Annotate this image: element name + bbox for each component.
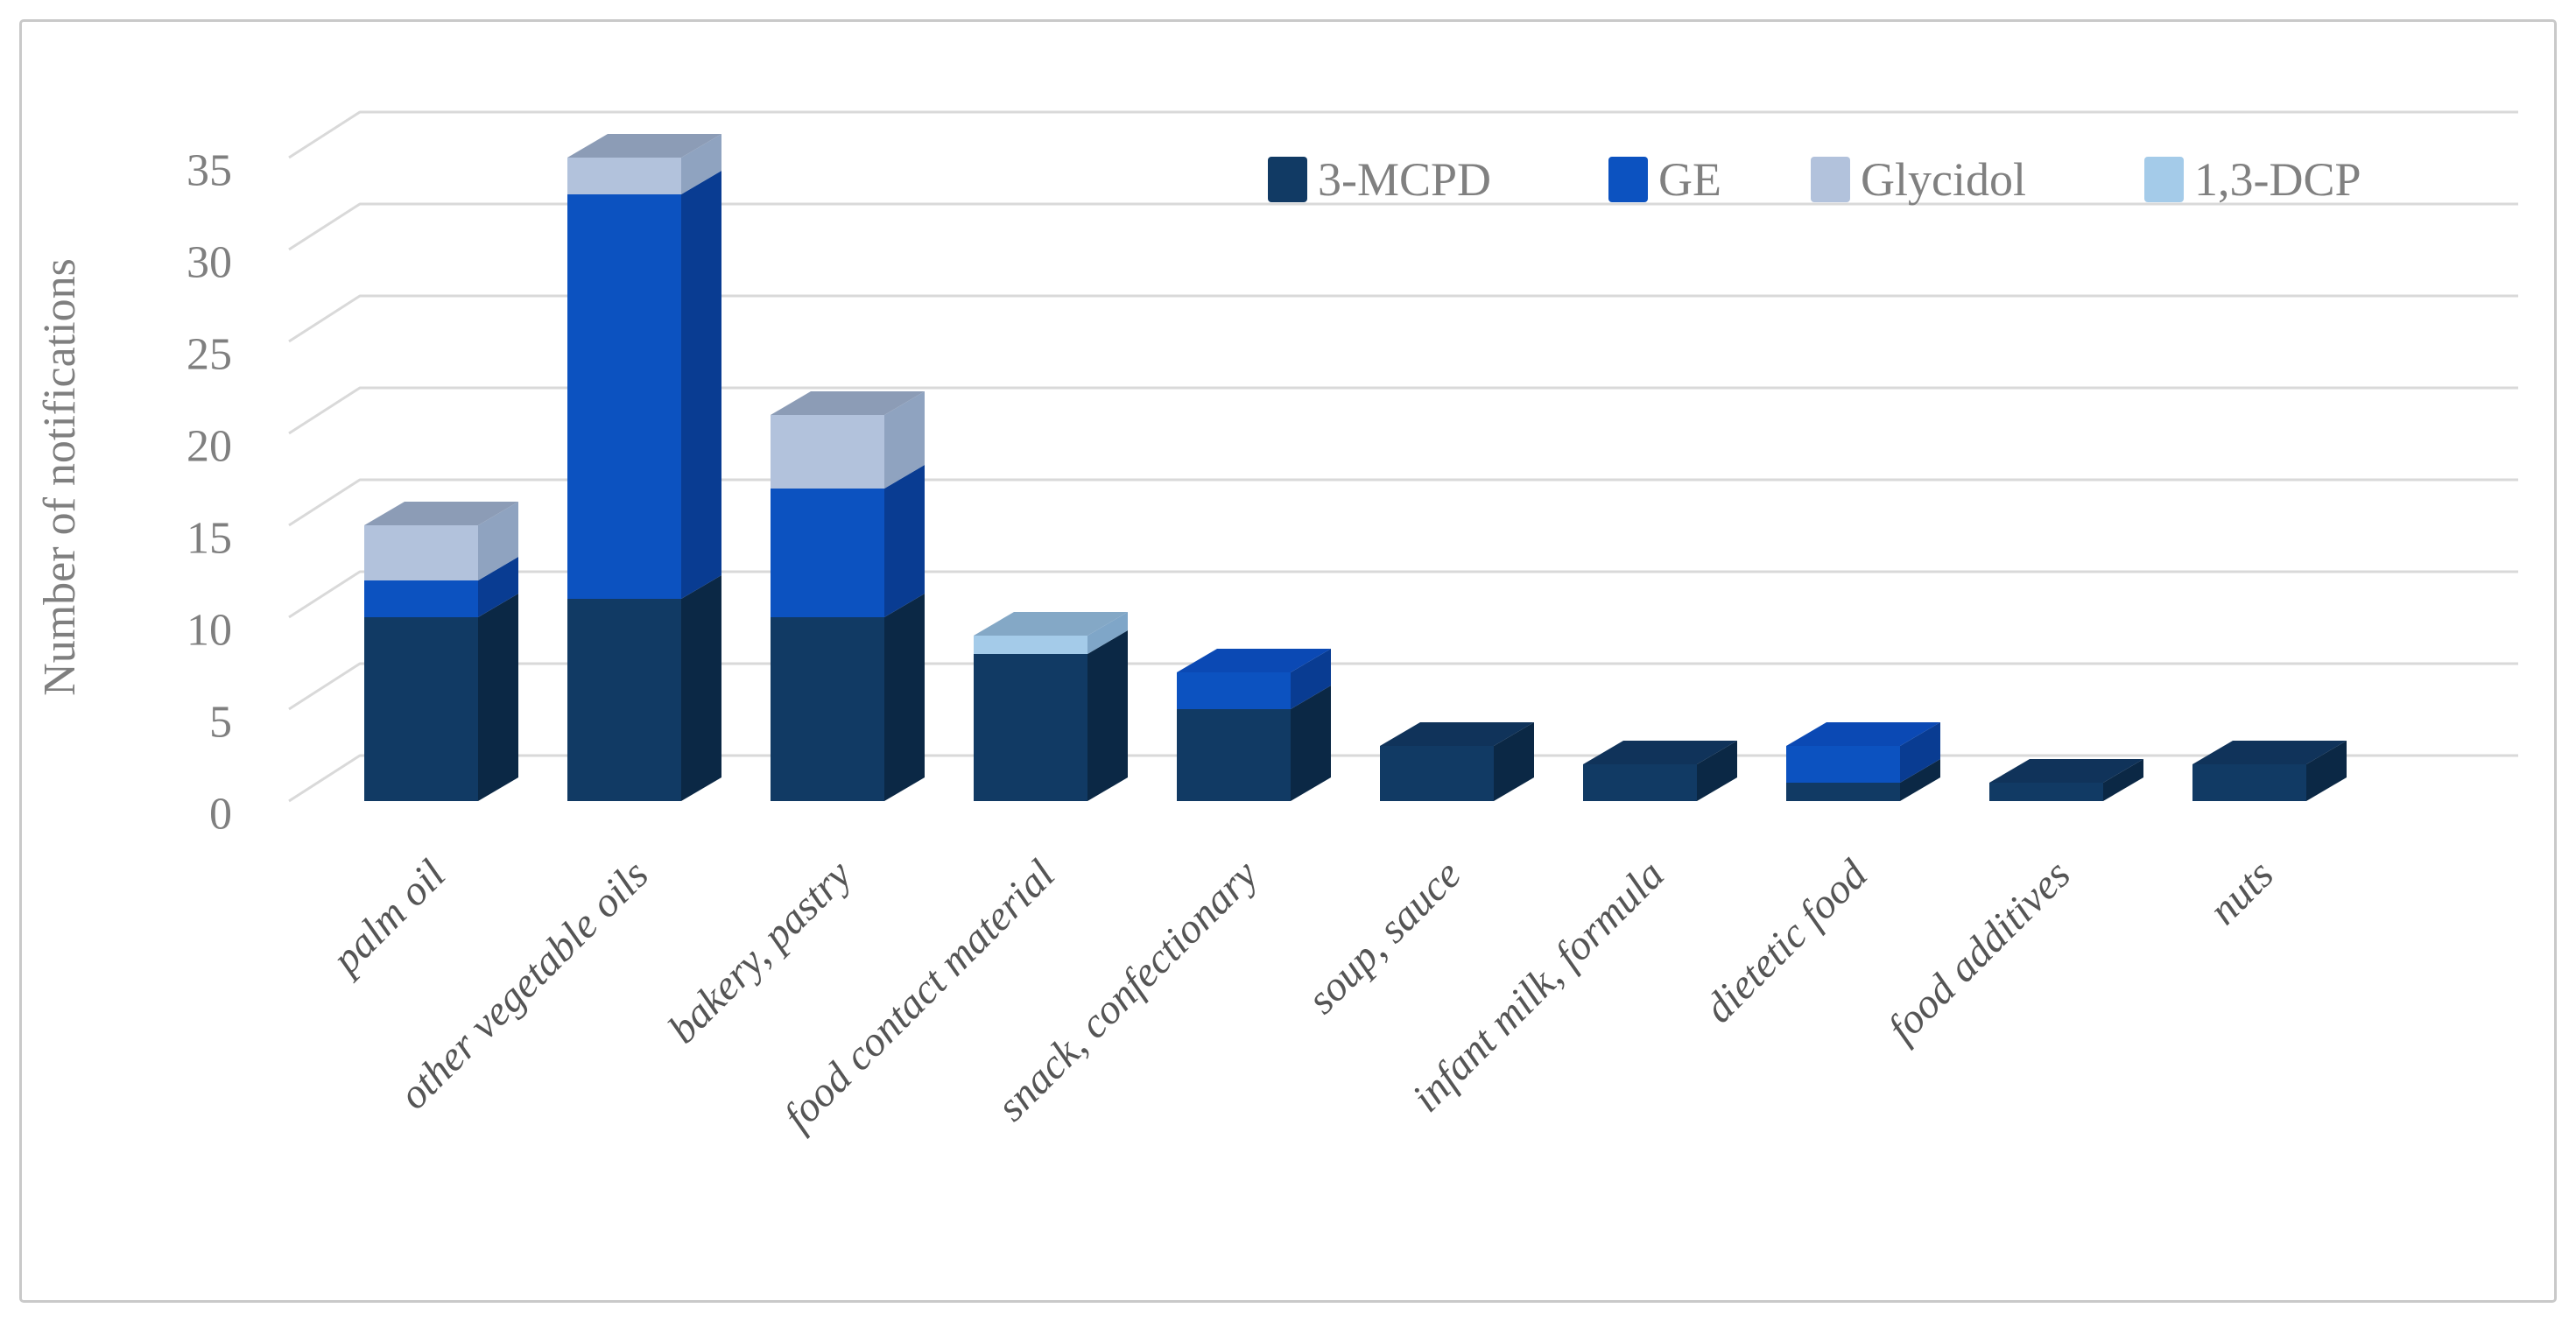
segment-side-3-mcpd bbox=[1291, 686, 1331, 801]
segment-front-3-mcpd bbox=[567, 599, 681, 801]
segment-top-3-mcpd bbox=[1583, 741, 1737, 764]
bar-food-contact-material bbox=[974, 612, 1128, 801]
bar-palm-oil bbox=[364, 502, 518, 801]
legend-swatch-ge bbox=[1608, 157, 1648, 202]
bar-food-additives bbox=[1989, 759, 2143, 801]
segment-front-ge bbox=[1786, 746, 1900, 783]
bar-nuts bbox=[2192, 741, 2347, 801]
category-label-dietetic-food: dietetic food bbox=[1696, 851, 1877, 1032]
segment-side-3-mcpd bbox=[2306, 741, 2347, 801]
segment-side-glycidol bbox=[884, 391, 925, 489]
segment-side-ge bbox=[1291, 649, 1331, 709]
legend-label-glycidol: Glycidol bbox=[1861, 153, 2026, 206]
legend-swatch-3-mcpd bbox=[1268, 157, 1307, 202]
segment-side-3-mcpd bbox=[1697, 741, 1737, 801]
category-label-food-additives: food additives bbox=[1879, 851, 2080, 1051]
legend-item-ge: GE bbox=[1608, 153, 1721, 206]
segment-side-3-mcpd bbox=[478, 594, 518, 801]
segment-top-3-mcpd bbox=[1989, 759, 2143, 783]
bar-other-vegetable-oils bbox=[567, 134, 721, 801]
segment-side-3-mcpd bbox=[884, 594, 925, 801]
gridline bbox=[288, 570, 2518, 619]
bar-infant-milk-formula bbox=[1583, 741, 1737, 801]
segment-side-1-3-dcp bbox=[1087, 612, 1128, 654]
segment-front-ge bbox=[567, 194, 681, 599]
segment-top-ge bbox=[1177, 649, 1331, 672]
segment-side-ge bbox=[884, 465, 925, 617]
legend-swatch-1-3-dcp bbox=[2144, 157, 2184, 202]
y-tick-label: 30 bbox=[187, 238, 232, 288]
gridline bbox=[288, 386, 2518, 435]
segment-side-3-mcpd bbox=[2103, 759, 2143, 801]
segment-front-glycidol bbox=[771, 415, 884, 489]
segment-side-3-mcpd bbox=[1494, 722, 1534, 801]
legend-label-ge: GE bbox=[1658, 153, 1721, 206]
segment-top-3-mcpd bbox=[1380, 722, 1534, 746]
segment-side-glycidol bbox=[478, 502, 518, 580]
legend-label-3-mcpd: 3-MCPD bbox=[1318, 153, 1491, 206]
gridline bbox=[288, 202, 2518, 251]
legend-item-glycidol: Glycidol bbox=[1811, 153, 2026, 206]
y-axis-tick-labels: 0 5 10 15 20 25 30 35 bbox=[187, 146, 232, 840]
segment-front-ge bbox=[364, 580, 478, 617]
y-tick-label: 15 bbox=[187, 514, 232, 564]
segment-side-3-mcpd bbox=[1900, 759, 1940, 801]
segment-side-ge bbox=[681, 171, 721, 599]
segment-top-glycidol bbox=[567, 134, 721, 158]
segment-side-ge bbox=[478, 557, 518, 617]
legend-item-3-mcpd: 3-MCPD bbox=[1268, 153, 1491, 206]
segment-front-3-mcpd bbox=[1583, 764, 1697, 801]
bar-snack-confectionary bbox=[1177, 649, 1331, 801]
segment-front-1-3-dcp bbox=[974, 636, 1087, 654]
y-tick-label: 10 bbox=[187, 606, 232, 656]
segment-front-3-mcpd bbox=[1177, 709, 1291, 801]
segment-front-glycidol bbox=[567, 158, 681, 194]
segment-front-3-mcpd bbox=[1786, 783, 1900, 801]
segment-side-3-mcpd bbox=[1087, 630, 1128, 801]
y-tick-label: 25 bbox=[187, 330, 232, 380]
gridline bbox=[288, 662, 2518, 711]
y-tick-label: 20 bbox=[187, 422, 232, 472]
segment-front-3-mcpd bbox=[364, 617, 478, 801]
segment-front-ge bbox=[771, 489, 884, 617]
segment-top-3-mcpd bbox=[2192, 741, 2347, 764]
category-label-nuts: nuts bbox=[2200, 851, 2283, 933]
segment-front-glycidol bbox=[364, 525, 478, 580]
segment-side-3-mcpd bbox=[681, 575, 721, 801]
gridline bbox=[288, 110, 2518, 159]
segment-front-3-mcpd bbox=[974, 654, 1087, 801]
y-tick-label: 35 bbox=[187, 146, 232, 196]
segment-front-3-mcpd bbox=[2192, 764, 2306, 801]
segment-top-glycidol bbox=[771, 391, 925, 415]
y-tick-label: 0 bbox=[209, 790, 232, 840]
legend-swatch-glycidol bbox=[1811, 157, 1850, 202]
legend-item-1-3-dcp: 1,3-DCP bbox=[2144, 153, 2361, 206]
segment-top-glycidol bbox=[364, 502, 518, 525]
segment-front-ge bbox=[1177, 672, 1291, 709]
segment-front-3-mcpd bbox=[1989, 783, 2103, 801]
segment-side-glycidol bbox=[681, 134, 721, 194]
segment-front-3-mcpd bbox=[771, 617, 884, 801]
bar-bakery-pastry bbox=[771, 391, 925, 801]
segment-top-ge bbox=[1786, 722, 1940, 746]
bar-soup-sauce bbox=[1380, 722, 1534, 801]
gridline bbox=[288, 478, 2518, 527]
segment-front-3-mcpd bbox=[1380, 746, 1494, 801]
bar-dietetic-food bbox=[1786, 722, 1940, 801]
legend: 3-MCPD GE Glycidol 1,3-DCP bbox=[1268, 153, 2361, 206]
y-tick-label: 5 bbox=[209, 698, 232, 748]
category-label-bakery-pastry: bakery, pastry bbox=[659, 851, 861, 1052]
legend-label-1-3-dcp: 1,3-DCP bbox=[2194, 153, 2361, 206]
category-label-palm-oil: palm oil bbox=[321, 851, 454, 984]
gridline bbox=[288, 294, 2518, 343]
bars bbox=[364, 134, 2347, 801]
y-axis-title: Number of notifications bbox=[35, 258, 85, 696]
segment-side-ge bbox=[1900, 722, 1940, 783]
segment-top-1-3-dcp bbox=[974, 612, 1128, 636]
category-label-soup-sauce: soup, sauce bbox=[1299, 851, 1470, 1023]
